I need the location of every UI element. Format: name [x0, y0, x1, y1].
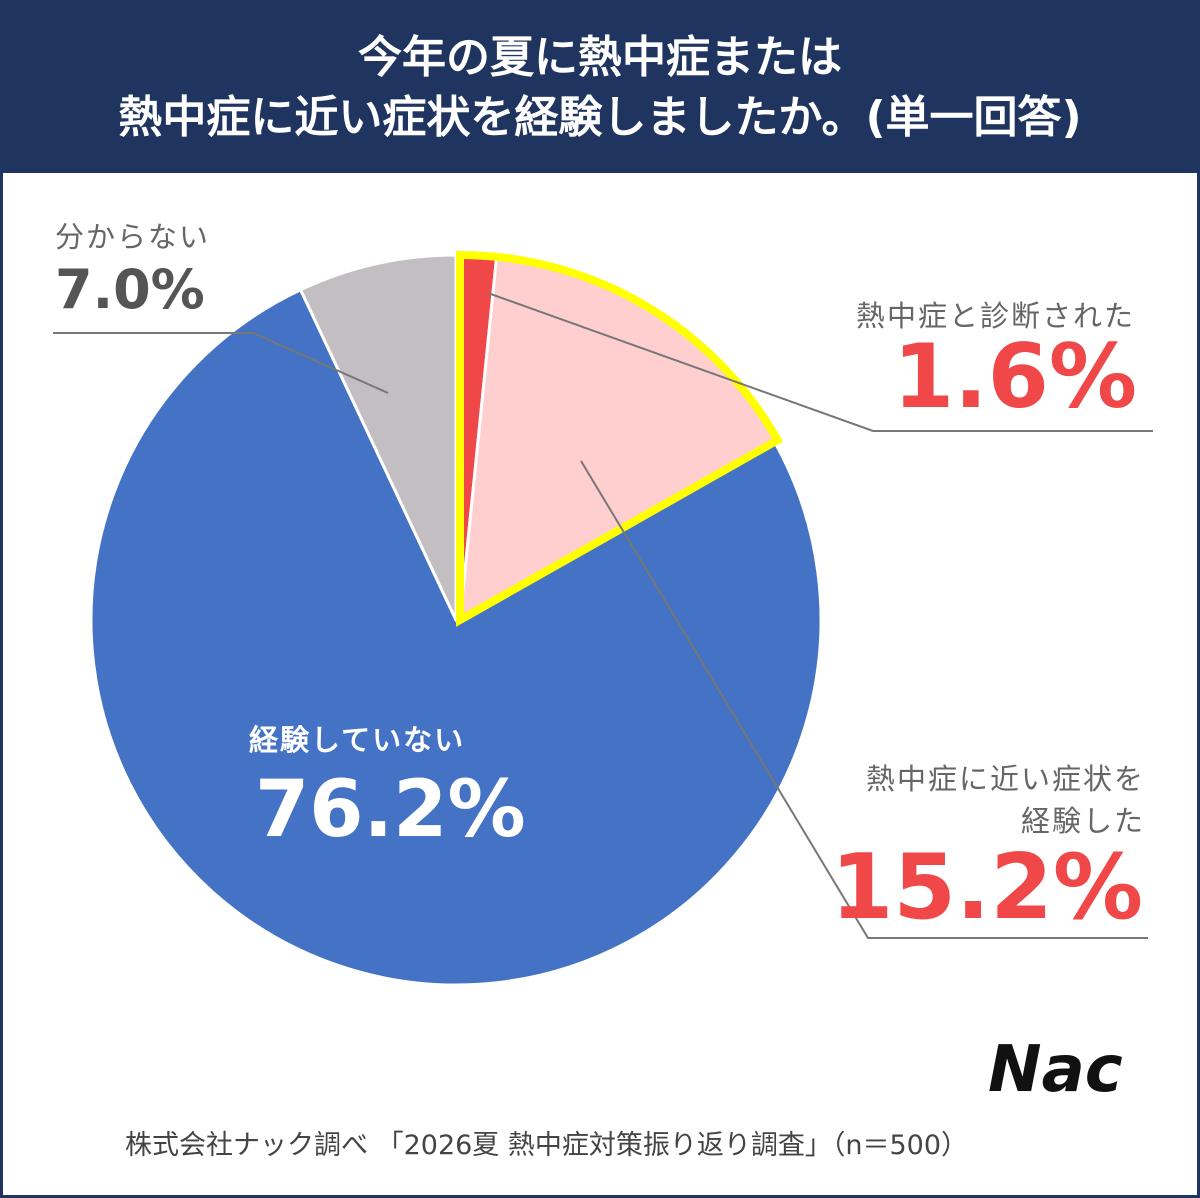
- leader-line: [580, 460, 1148, 939]
- value-label: 76.2%: [255, 765, 526, 855]
- leader-line: [53, 332, 389, 394]
- pie-slice: [298, 253, 458, 621]
- value-label: 15.2%: [830, 835, 1143, 940]
- category-label: 熱中症に近い症状を 経験した: [865, 762, 1145, 838]
- value-label: 1.6%: [892, 325, 1137, 428]
- pie: [89, 250, 823, 987]
- highlight-outline: [456, 250, 784, 627]
- category-label: 分からない: [55, 220, 211, 254]
- category-label: 経験していない: [249, 723, 466, 757]
- value-label: 7.0%: [55, 258, 205, 321]
- leader-lines: [53, 292, 1153, 939]
- leader-line: [487, 292, 1153, 432]
- chart-title: 今年の夏に熱中症または 熱中症に近い症状を経験しましたか。(単一回答): [3, 3, 1197, 173]
- category-label: 熱中症と診断された: [855, 299, 1135, 333]
- pie-slice: [89, 287, 823, 987]
- chart: [53, 250, 1153, 987]
- source-note: 株式会社ナック調べ 「2026夏 熱中症対策振り返り調査」（n＝500）: [125, 1130, 969, 1161]
- logo: Nac: [988, 1033, 1123, 1107]
